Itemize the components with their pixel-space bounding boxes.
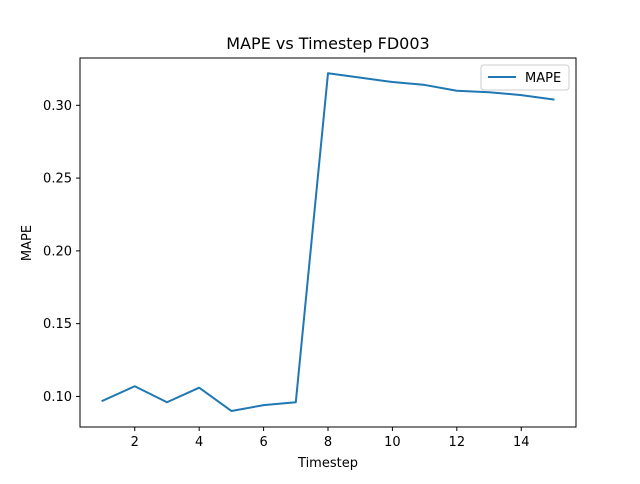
x-tick-label: 14 [513,435,530,450]
y-tick-label: 0.15 [43,317,72,332]
x-tick-label: 2 [131,435,139,450]
x-axis-label: Timestep [297,456,358,471]
x-tick-label: 4 [195,435,203,450]
legend: MAPE [480,64,570,91]
series-layer [101,72,555,412]
x-axis: 2 4 6 8 10 12 14 [131,427,530,450]
y-tick-label: 0.10 [43,390,72,405]
legend-box [480,64,570,91]
plot-area: 2 4 6 8 10 12 14 0.10 0.15 0.20 0.25 0.30 [43,57,577,450]
y-axis: 0.10 0.15 0.20 0.25 0.30 [43,99,80,405]
x-tick-label: 6 [259,435,267,450]
x-tick-label: 12 [449,435,466,450]
x-tick-label: 8 [324,435,332,450]
y-tick-label: 0.25 [43,172,72,187]
chart-title: MAPE vs Timestep FD003 [226,34,429,53]
legend-label-mape: MAPE [525,71,561,86]
y-axis-label: MAPE [20,225,35,261]
series-line-mape [101,72,555,412]
x-tick-label: 10 [384,435,401,450]
y-tick-label: 0.20 [43,244,72,259]
y-tick-label: 0.30 [43,99,72,114]
